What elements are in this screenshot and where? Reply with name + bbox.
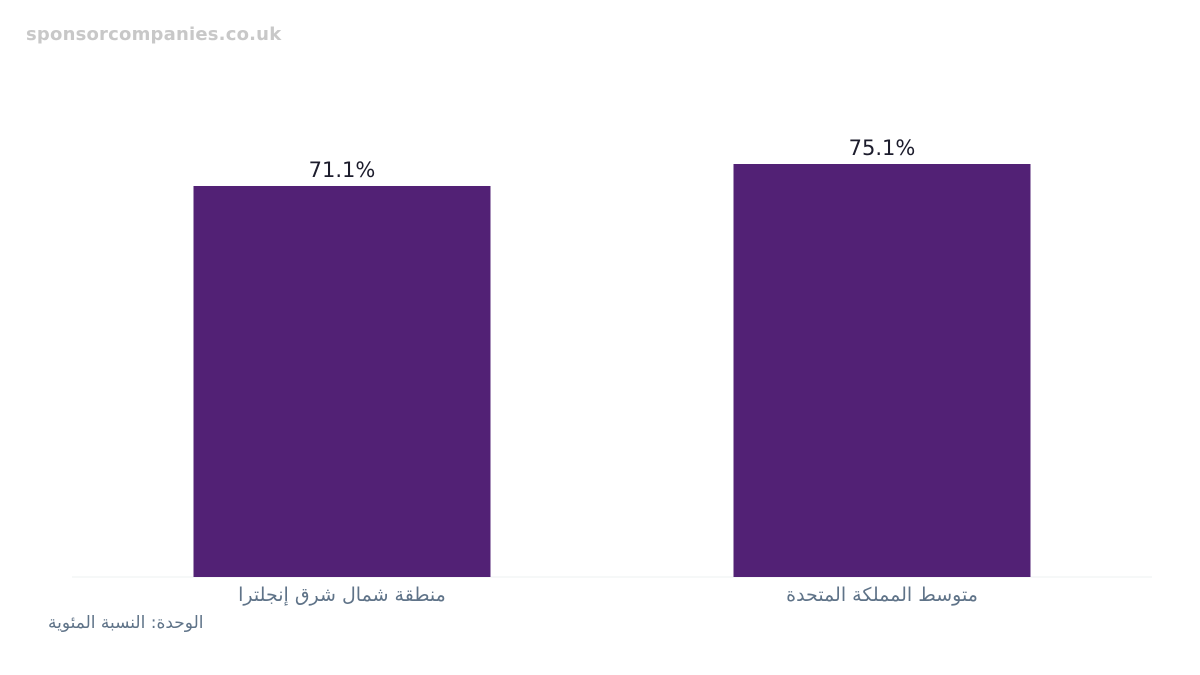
value-label-2: 75.1% bbox=[849, 136, 916, 160]
category-label-2: متوسط المملكة المتحدة bbox=[786, 584, 978, 606]
value-label-1: 71.1% bbox=[309, 158, 376, 182]
unit-note: الوحدة: النسبة المئوية bbox=[48, 613, 204, 633]
bar-2 bbox=[733, 164, 1031, 577]
watermark: sponsorcompanies.co.uk bbox=[26, 24, 282, 45]
bars-group: 71.1% منطقة شمال شرق إنجلترا 75.1% متوسط ال… bbox=[193, 136, 1031, 607]
bar-1 bbox=[193, 185, 491, 578]
category-label-1: منطقة شمال شرق إنجلترا bbox=[238, 584, 446, 607]
